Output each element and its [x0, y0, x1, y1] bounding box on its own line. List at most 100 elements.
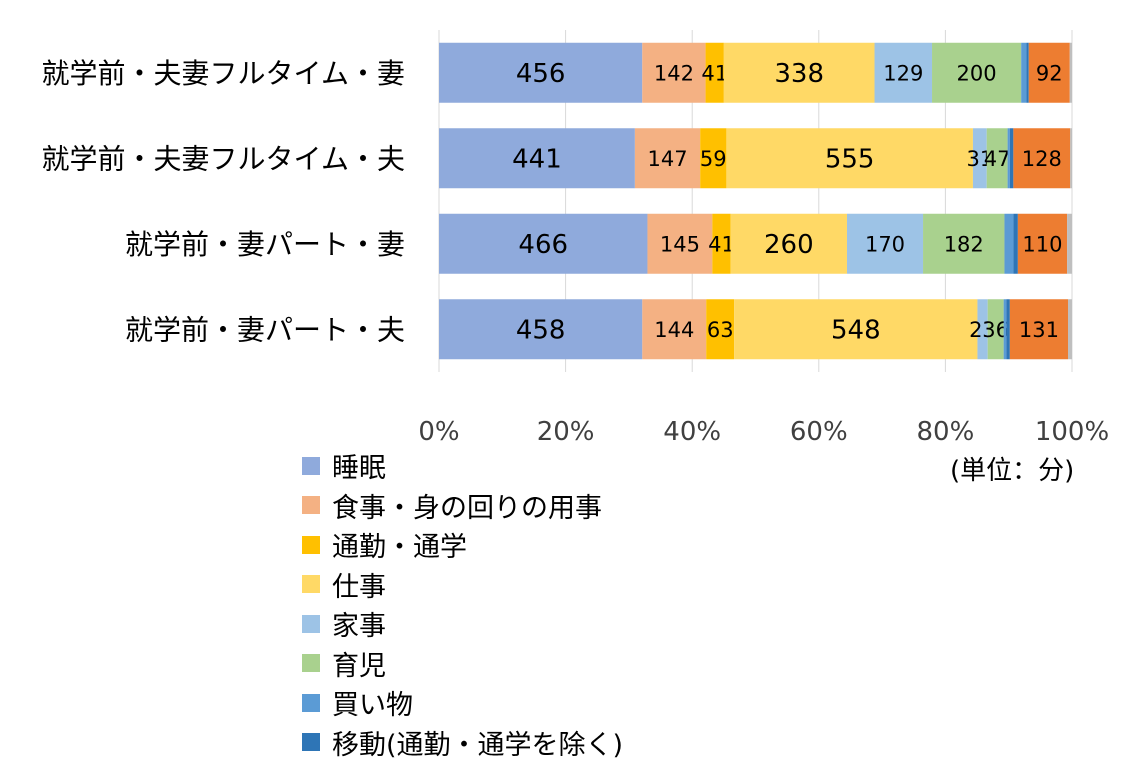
data-label: 47 — [984, 147, 1011, 171]
x-tick-label: 80% — [917, 417, 975, 447]
data-label: 147 — [647, 147, 687, 171]
bar-segment — [439, 128, 635, 189]
bar-segment — [1013, 213, 1018, 274]
bar-segment — [932, 42, 1022, 103]
bar-segment — [1069, 42, 1072, 103]
data-label: 260 — [764, 230, 814, 260]
legend-item: 買い物 — [302, 683, 623, 723]
legend-swatch — [302, 575, 320, 594]
data-label: 131 — [1019, 318, 1059, 342]
legend-item: 育児 — [302, 644, 623, 684]
bar-segment — [1007, 128, 1010, 189]
x-tick-label: 100% — [1035, 417, 1109, 447]
bar-segment — [1009, 299, 1069, 360]
data-label: 458 — [516, 316, 566, 346]
bar-segment — [634, 128, 701, 189]
data-label: 170 — [865, 232, 905, 256]
legend-label: 仕事 — [332, 571, 386, 603]
legend-label: 移動(通勤・通学を除く) — [332, 729, 624, 761]
bar-segment — [874, 42, 933, 103]
category-labels: 就学前・夫妻フルタイム・妻就学前・夫妻フルタイム・夫就学前・妻パート・妻就学前・… — [42, 57, 405, 347]
data-label: 456 — [516, 59, 566, 89]
data-label: 128 — [1022, 147, 1062, 171]
legend-item: 食事・身の回りの用事 — [302, 486, 623, 526]
data-label: 142 — [654, 61, 694, 85]
legend-swatch — [302, 693, 320, 712]
bar-segment — [1067, 213, 1072, 274]
bar-segment — [972, 128, 987, 189]
data-label: 92 — [1036, 61, 1063, 85]
legend-label: 買い物 — [332, 690, 413, 722]
data-label: 41 — [708, 232, 735, 256]
category-label: 就学前・妻パート・夫 — [125, 313, 405, 346]
bar-segment — [1028, 42, 1070, 103]
bar-segment — [923, 213, 1005, 274]
x-tick-label: 40% — [663, 417, 721, 447]
bar-segment — [706, 299, 735, 360]
bar-segment — [730, 213, 847, 274]
legend-swatch — [302, 614, 320, 633]
bar-segment — [1068, 299, 1072, 360]
legend: 睡眠食事・身の回りの用事 通勤・通学仕事家事育児買い物移動(通勤・通学を除く) — [302, 446, 623, 762]
bar-segment — [986, 128, 1008, 189]
data-label: 63 — [707, 318, 734, 342]
bar-segment — [700, 128, 727, 189]
bar-segment — [1004, 213, 1014, 274]
data-label: 129 — [883, 61, 923, 85]
bar-segment — [723, 42, 875, 103]
data-label: 144 — [654, 318, 694, 342]
data-label: 145 — [660, 232, 700, 256]
x-tick-label: 60% — [790, 417, 848, 447]
category-label: 就学前・夫妻フルタイム・夫 — [42, 142, 405, 175]
bar-segment — [977, 299, 988, 360]
legend-label: 通勤・通学 — [332, 532, 467, 564]
bar-segment — [846, 213, 924, 274]
unit-label: (単位：分) — [950, 456, 1075, 486]
legend-swatch — [302, 456, 320, 475]
bar-segment — [726, 128, 973, 189]
legend-label: 食事・身の回りの用事 — [332, 492, 602, 524]
legend-swatch — [302, 654, 320, 673]
legend-label: 家事 — [332, 611, 386, 643]
legend-item: 睡眠 — [302, 446, 623, 486]
data-label: 110 — [1022, 232, 1062, 256]
data-label: 441 — [512, 145, 562, 175]
bar-segment — [1009, 128, 1014, 189]
legend-swatch — [302, 496, 320, 515]
bar-segment — [439, 213, 648, 274]
bar-segment — [647, 213, 713, 274]
bar-segment — [734, 299, 978, 360]
bar-segment — [642, 42, 706, 103]
legend-swatch — [302, 733, 320, 752]
bar-segment — [1026, 42, 1029, 103]
data-label: 41 — [701, 61, 728, 85]
data-label: 555 — [825, 145, 875, 175]
legend-item: 家事 — [302, 604, 623, 644]
legend-label: 睡眠 — [332, 453, 386, 485]
bar-segment — [1013, 128, 1071, 189]
data-label: 200 — [957, 61, 997, 85]
legend-label: 育児 — [332, 650, 386, 682]
x-tick-labels: 0% 20% 40% 60% 80% 100% — [418, 417, 1109, 447]
legend-swatch — [302, 535, 320, 554]
bar-segment — [712, 213, 731, 274]
data-label: 59 — [700, 147, 727, 171]
legend-item: 仕事 — [302, 565, 623, 605]
legend-item: 通勤・通学 — [302, 525, 623, 565]
bar-segment — [1017, 213, 1068, 274]
x-tick-label: 0% — [418, 417, 459, 447]
data-label: 338 — [774, 59, 824, 89]
data-label: 182 — [944, 232, 984, 256]
bar-segment — [439, 299, 643, 360]
bar-segment — [705, 42, 724, 103]
bar-segment — [1021, 42, 1027, 103]
x-tick-label: 20% — [537, 417, 595, 447]
bar-segment — [1006, 299, 1010, 360]
category-label: 就学前・夫妻フルタイム・妻 — [42, 57, 405, 90]
data-label: 466 — [518, 230, 568, 260]
bar-segment — [642, 299, 707, 360]
data-label: 548 — [831, 316, 881, 346]
bar-segment — [1003, 299, 1007, 360]
